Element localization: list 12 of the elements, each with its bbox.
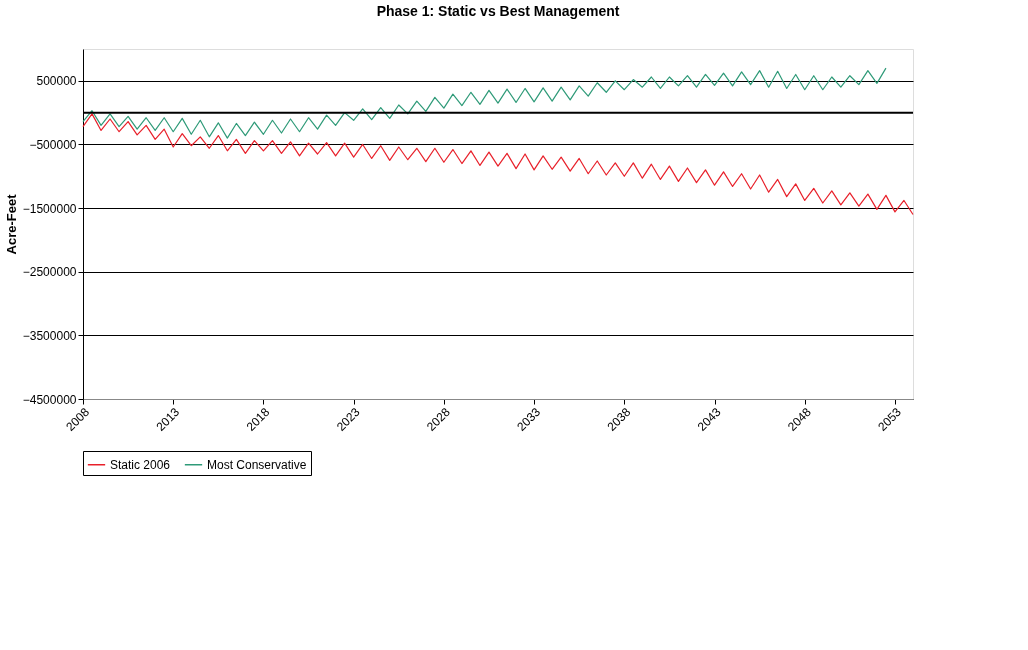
line-series [82, 67, 887, 139]
y-tick-label: −1500000 [22, 201, 77, 216]
y-tick-label: −4500000 [22, 392, 77, 407]
chart-title: Phase 1: Static vs Best Management [376, 3, 620, 19]
y-tick-label: −3500000 [22, 328, 77, 343]
y-tick-label: 500000 [36, 74, 77, 89]
y-axis-title: Acre-Feet [3, 193, 19, 255]
y-tick-label: −500000 [29, 137, 77, 152]
legend-label: Static 2006 [110, 457, 171, 472]
y-tick-label: −2500000 [22, 265, 77, 280]
legend-label: Most Conservative [207, 457, 307, 472]
line-series [82, 113, 914, 216]
